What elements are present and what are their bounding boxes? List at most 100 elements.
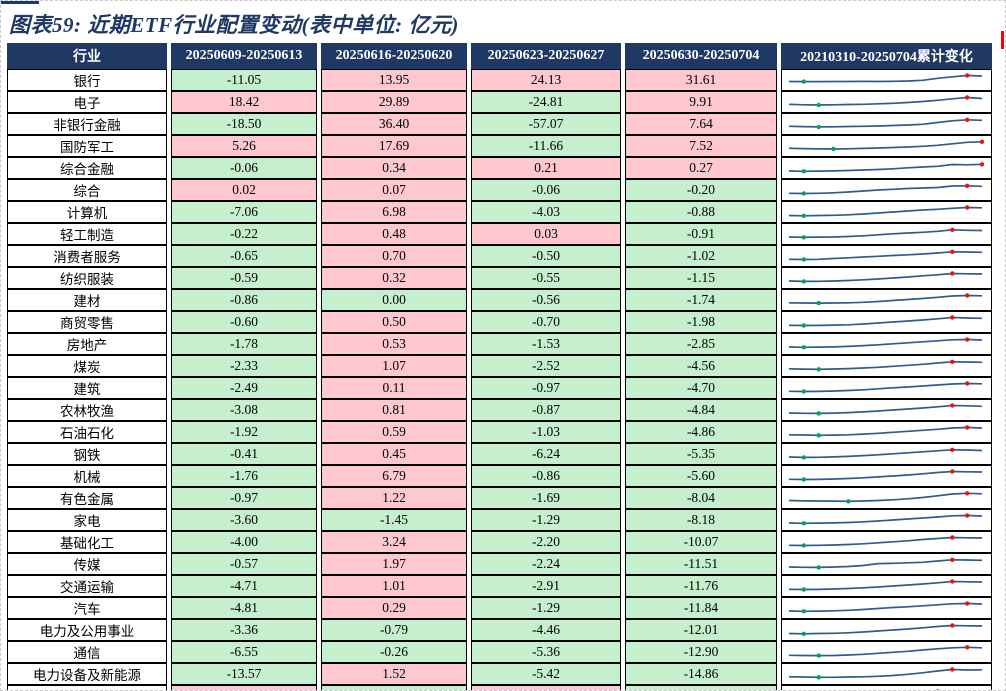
value-cell: -0.20: [625, 179, 777, 201]
value-cell: -11.84: [625, 597, 777, 619]
value-cell: -0.65: [171, 245, 317, 267]
industry-cell: 机械: [7, 465, 167, 487]
industry-cell: 基础化工: [7, 531, 167, 553]
column-header-cumulative: 20210310-20250704累计变化: [781, 43, 992, 69]
sparkline-max-dot: [965, 381, 970, 386]
sparkline-min-dot: [801, 279, 806, 284]
value-cell: 0.00: [321, 289, 467, 311]
industry-cell: 交通运输: [7, 575, 167, 597]
sparkline-max-dot: [950, 403, 955, 408]
value-cell: -4.84: [625, 399, 777, 421]
sparkline-chart: [788, 205, 983, 218]
column-header-week2: 20250616-20250620: [321, 43, 467, 69]
sparkline-min-dot: [801, 191, 806, 196]
value-cell: 1.01: [321, 575, 467, 597]
sparkline-min-dot: [816, 102, 821, 108]
value-cell: 24.13: [471, 69, 621, 91]
value-cell: 0.32: [321, 267, 467, 289]
table-row: 计算机 -7.06 6.98 -4.03 -0.88: [7, 201, 992, 223]
value-cell: -2.91: [471, 575, 621, 597]
sparkline-chart: [935, 689, 940, 690]
industry-cell: 汽车: [7, 597, 167, 619]
industry-cell: 电力及公用事业: [7, 619, 167, 641]
value-cell: -0.97: [471, 377, 621, 399]
value-cell: -1.92: [171, 421, 317, 443]
page-edge-red-mark: [1001, 31, 1004, 49]
sparkline-chart: [788, 535, 983, 548]
sparkline-chart: [788, 447, 983, 460]
value-cell: -11.05: [171, 69, 317, 91]
table-row: 商贸零售 -0.60 0.50 -0.70 -1.98: [7, 311, 992, 333]
value-cell: 3.24: [321, 531, 467, 553]
table-row: 传媒 -0.57 1.97 -2.24 -11.51: [7, 553, 992, 575]
value-cell: 6.79: [321, 465, 467, 487]
sparkline-cell: [781, 553, 992, 575]
sparkline-cell: [781, 333, 992, 355]
value-cell: 7.64: [625, 113, 777, 135]
sparkline-chart: [788, 601, 983, 614]
industry-cell: 煤炭: [7, 355, 167, 377]
table-row: 纺织服装 -0.59 0.32 -0.55 -1.15: [7, 267, 992, 289]
sparkline-cell: [781, 487, 992, 509]
sparkline-cell: [781, 223, 992, 245]
value-cell: 0.27: [625, 157, 777, 179]
sparkline-min-dot: [816, 433, 821, 438]
value-cell: -0.87: [471, 399, 621, 421]
value-cell: -18.50: [171, 113, 317, 135]
value-cell: -4.86: [625, 421, 777, 443]
value-cell: 36.40: [321, 113, 467, 135]
industry-cell: 石油石化: [7, 421, 167, 443]
value-cell: -0.06: [171, 157, 317, 179]
column-header-week1: 20250609-20250613: [171, 43, 317, 69]
value-cell: 1.52: [321, 663, 467, 685]
value-cell: 0.45: [321, 443, 467, 465]
sparkline-cell: [781, 179, 992, 201]
table-row: 通信 -6.55 -0.26 -5.36 -12.90: [7, 641, 992, 663]
sparkline-min-dot: [801, 79, 806, 84]
industry-cell: 非银行金融: [7, 113, 167, 135]
table-row: 食品饮料 0.06 -0.20 2.05 -22.44: [7, 685, 992, 690]
value-cell: 31.61: [625, 69, 777, 91]
table-row: 综合 0.02 0.07 -0.06 -0.20: [7, 179, 992, 201]
value-cell: 0.53: [321, 333, 467, 355]
sparkline-cell: [781, 91, 992, 113]
sparkline-max-dot: [965, 601, 970, 606]
value-cell: -1.76: [171, 465, 317, 487]
sparkline-chart: [788, 117, 983, 130]
industry-cell: 农林牧渔: [7, 399, 167, 421]
sparkline-chart: [788, 579, 983, 592]
value-cell: 0.07: [321, 179, 467, 201]
value-cell: -0.06: [471, 179, 621, 201]
header-row: 行业 20250609-20250613 20250616-20250620 2…: [7, 43, 992, 69]
etf-allocation-table: 行业 20250609-20250613 20250616-20250620 2…: [3, 43, 996, 690]
value-cell: -2.20: [471, 531, 621, 553]
value-cell: -1.29: [471, 597, 621, 619]
column-header-week3: 20250623-20250627: [471, 43, 621, 69]
table-row: 交通运输 -4.71 1.01 -2.91 -11.76: [7, 575, 992, 597]
sparkline-max-dot: [965, 337, 970, 342]
value-cell: -2.24: [471, 553, 621, 575]
value-cell: -0.60: [171, 311, 317, 333]
sparkline-cell: [781, 399, 992, 421]
value-cell: -0.79: [321, 619, 467, 641]
value-cell: 6.98: [321, 201, 467, 223]
page-top-rule: [1, 1, 39, 4]
value-cell: -3.36: [171, 619, 317, 641]
value-cell: -5.42: [471, 663, 621, 685]
value-cell: -6.24: [471, 443, 621, 465]
industry-cell: 建材: [7, 289, 167, 311]
table-row: 农林牧渔 -3.08 0.81 -0.87 -4.84: [7, 399, 992, 421]
value-cell: -12.90: [625, 641, 777, 663]
industry-cell: 家电: [7, 509, 167, 531]
value-cell: -0.70: [471, 311, 621, 333]
table-row: 房地产 -1.78 0.53 -1.53 -2.85: [7, 333, 992, 355]
sparkline-cell: [781, 531, 992, 553]
table-row: 机械 -1.76 6.79 -0.86 -5.60: [7, 465, 992, 487]
value-cell: 18.42: [171, 91, 317, 113]
sparkline-chart: [788, 315, 983, 328]
value-cell: -2.33: [171, 355, 317, 377]
industry-cell: 纺织服装: [7, 267, 167, 289]
value-cell: -6.55: [171, 641, 317, 663]
sparkline-cell: [781, 113, 992, 135]
